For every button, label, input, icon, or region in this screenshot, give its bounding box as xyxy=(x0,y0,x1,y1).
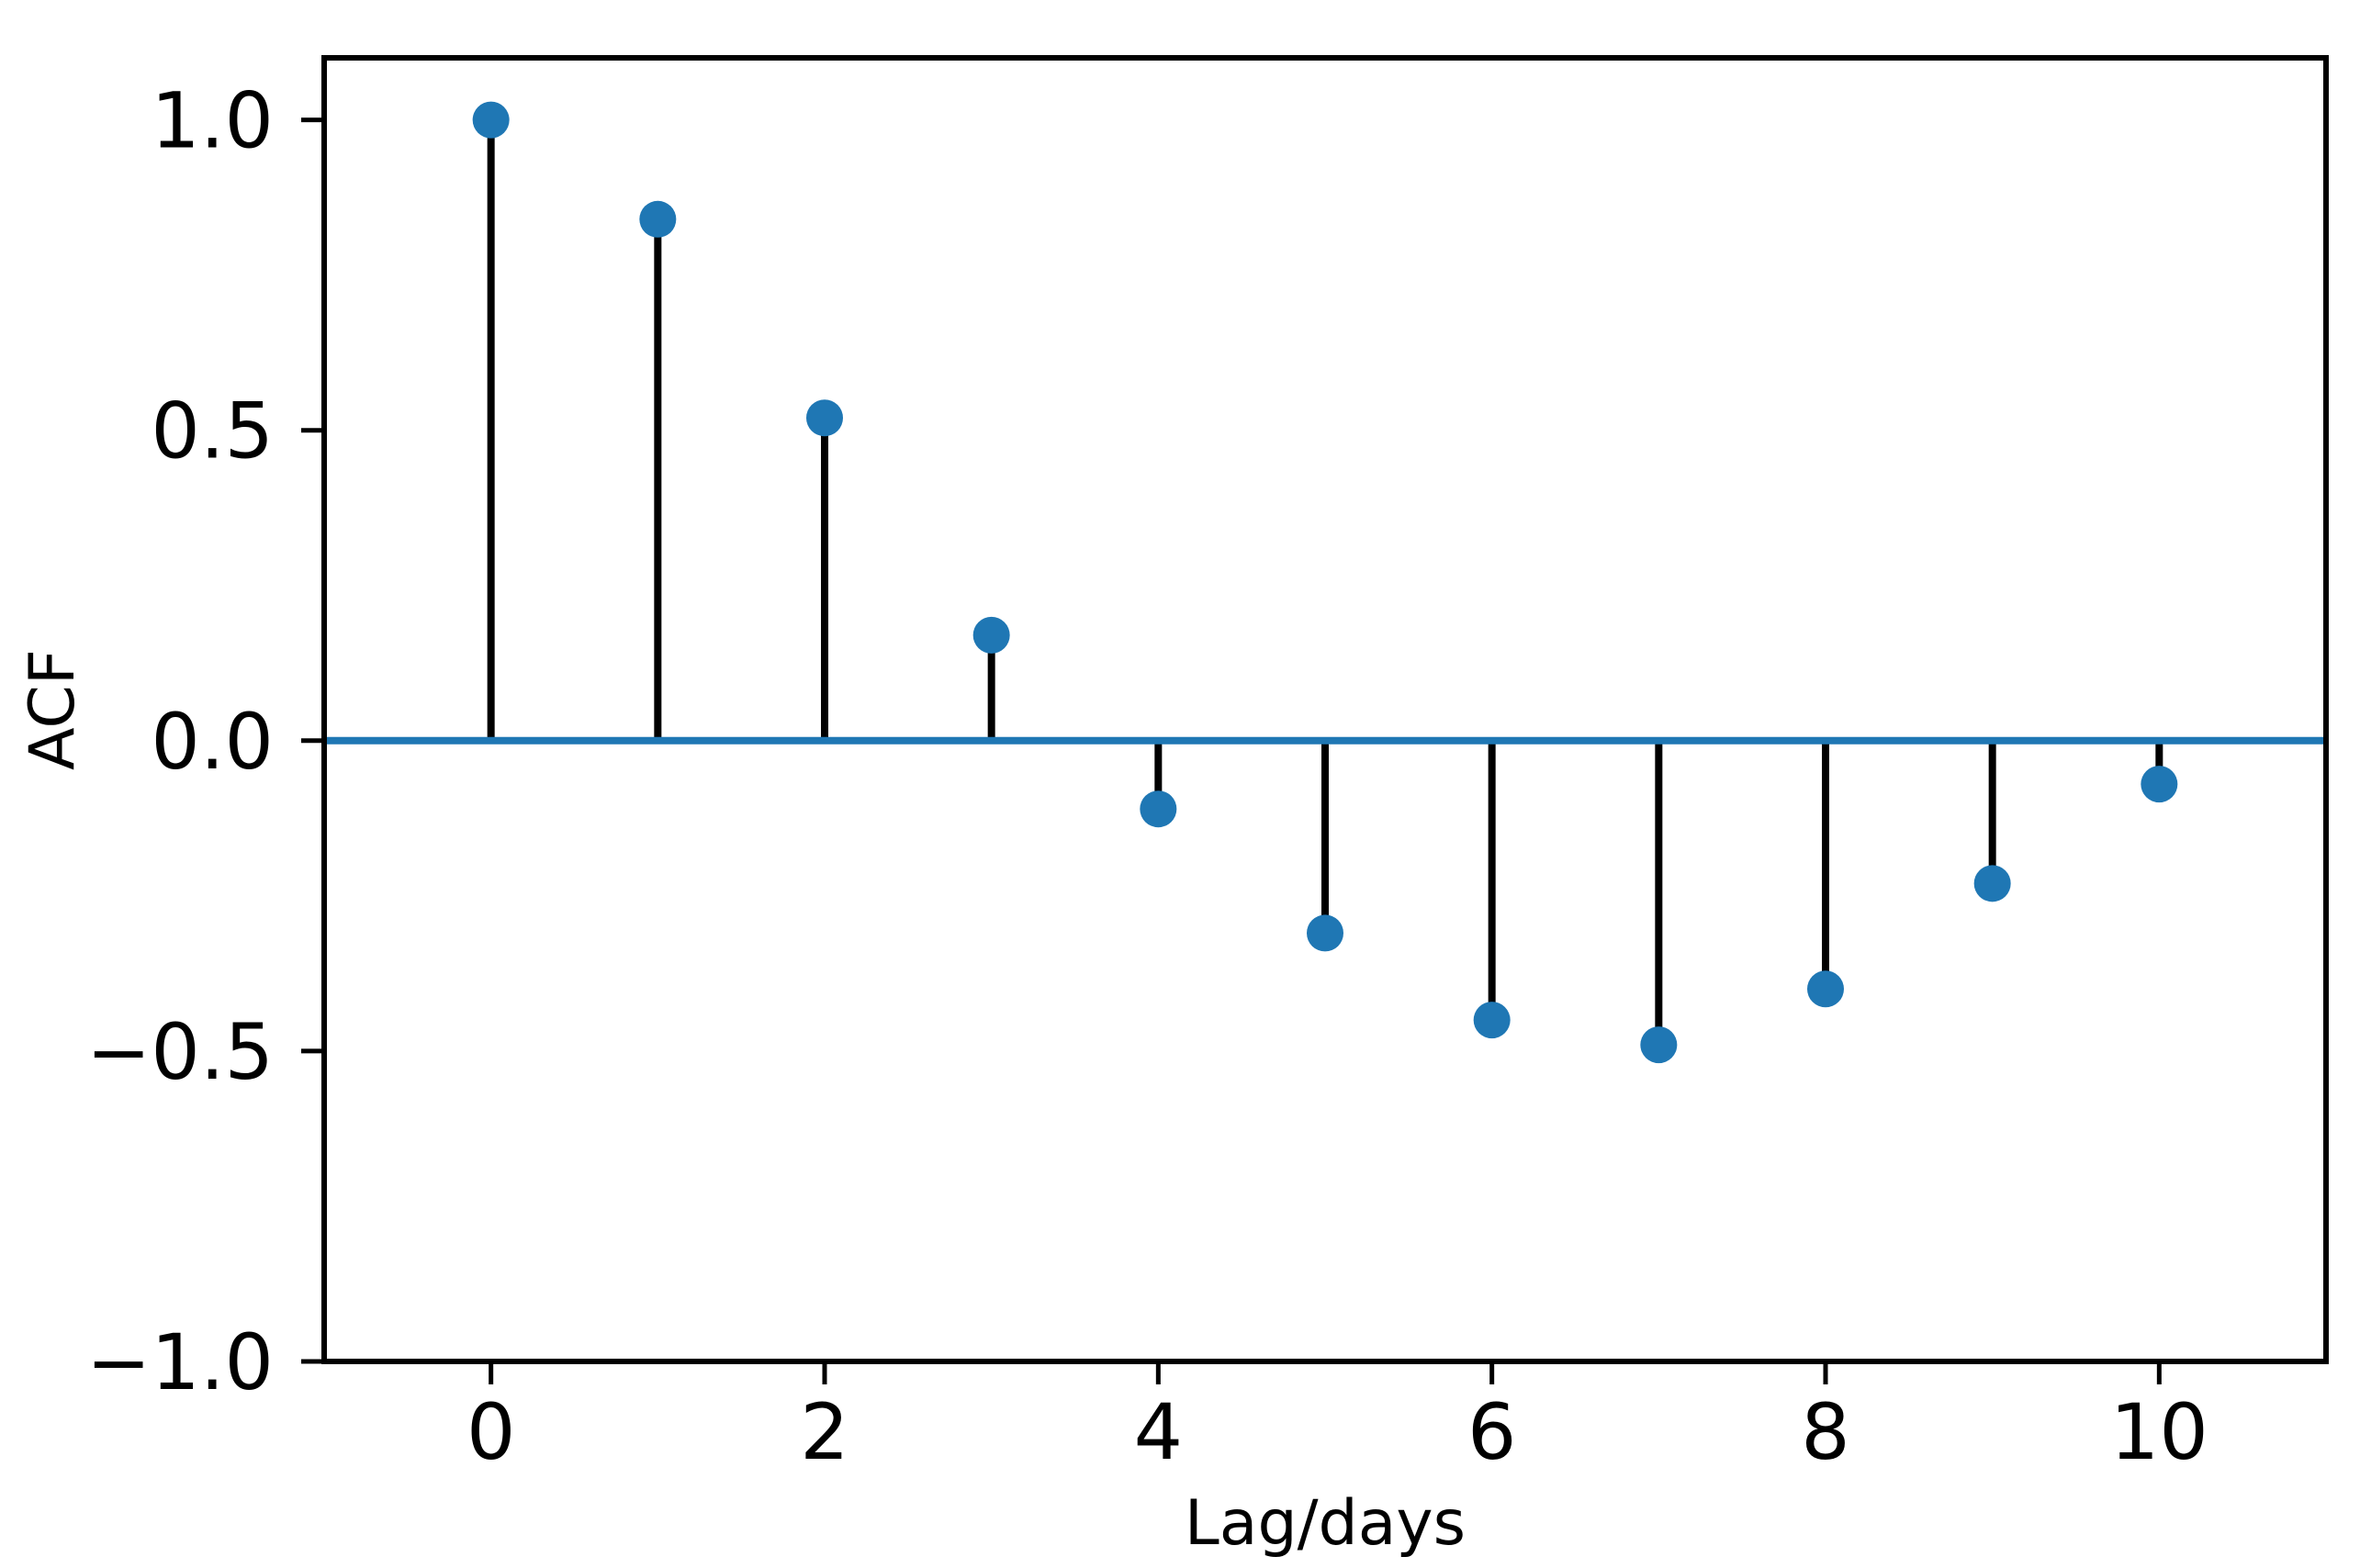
data-point-marker xyxy=(1307,914,1343,952)
data-point-marker xyxy=(1807,970,1844,1008)
y-axis-ticks: 1.0 0.5 0.0 −0.5 −1.0 xyxy=(86,76,324,1407)
stem-markers xyxy=(472,101,2178,1064)
data-point-marker xyxy=(2141,766,2178,803)
x-tick-label: 2 xyxy=(800,1387,848,1477)
y-tick-label: 0.0 xyxy=(151,697,274,787)
x-tick-label: 10 xyxy=(2110,1387,2208,1477)
y-tick-label: 1.0 xyxy=(151,76,274,166)
x-tick-label: 4 xyxy=(1134,1387,1183,1477)
data-point-marker xyxy=(972,616,1010,654)
data-point-marker xyxy=(1140,790,1177,828)
y-axis-label: ACF xyxy=(17,649,89,770)
x-tick-label: 8 xyxy=(1801,1387,1849,1477)
stem-lines xyxy=(487,119,2163,1046)
data-point-marker xyxy=(806,399,843,437)
x-axis-label: Lag/days xyxy=(1185,1487,1466,1560)
x-axis-ticks: 0 2 4 6 8 10 xyxy=(466,1361,2208,1477)
x-tick-label: 0 xyxy=(466,1387,515,1477)
y-tick-label: 0.5 xyxy=(151,386,274,476)
y-tick-label: −0.5 xyxy=(86,1007,274,1097)
data-point-marker xyxy=(1640,1026,1678,1064)
data-point-marker xyxy=(472,101,510,139)
y-tick-label: −1.0 xyxy=(86,1317,274,1407)
x-tick-label: 6 xyxy=(1467,1387,1516,1477)
data-point-marker xyxy=(1973,865,2011,902)
data-point-marker xyxy=(639,200,677,238)
data-point-marker xyxy=(1473,1002,1511,1039)
axes-frame xyxy=(321,55,2329,1364)
